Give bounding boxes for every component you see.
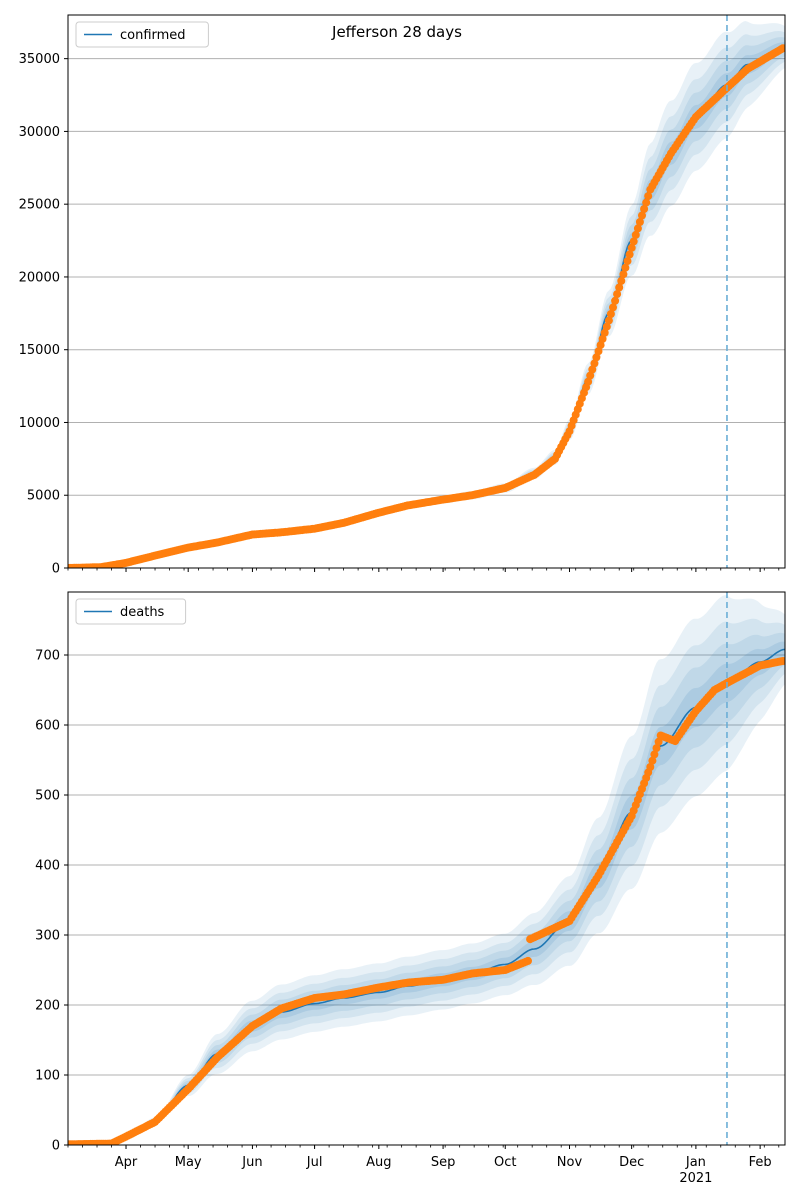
confirmed-panel: 0 5000 10000 15000 20000 25000 30000 35000 confi… bbox=[19, 14, 786, 577]
x-year-label: 2021 bbox=[679, 1171, 712, 1186]
observed-point bbox=[635, 218, 644, 226]
observed-point bbox=[642, 198, 651, 207]
observed-point bbox=[619, 270, 628, 279]
observed-point bbox=[592, 353, 601, 362]
x-tick-label: Apr bbox=[115, 1155, 138, 1170]
confidence-band-2 bbox=[68, 618, 785, 1145]
plot-area bbox=[68, 21, 785, 568]
observed-point bbox=[524, 956, 532, 965]
observed-point bbox=[615, 283, 624, 292]
observed-point bbox=[650, 750, 659, 759]
deaths-panel: 0 100 200 300 400 500 600 700 deaths bbox=[35, 591, 786, 1154]
x-tick-label: May bbox=[175, 1155, 202, 1170]
observed-point bbox=[631, 230, 640, 239]
legend: deaths bbox=[75, 598, 187, 625]
y-tick-label: 0 bbox=[52, 562, 60, 577]
observed-point bbox=[633, 224, 642, 233]
y-tick-label: 300 bbox=[35, 929, 60, 944]
observed-point bbox=[600, 328, 609, 337]
confidence-band-3 bbox=[68, 37, 785, 568]
confidence-band-1 bbox=[68, 21, 785, 568]
observed-point bbox=[778, 44, 785, 53]
observed-point bbox=[609, 303, 617, 312]
legend: confirmed bbox=[75, 21, 209, 48]
x-tick-label: Nov bbox=[557, 1155, 583, 1170]
observed-point bbox=[602, 322, 611, 331]
axes-frame bbox=[67, 591, 786, 1146]
observed-point bbox=[644, 192, 653, 201]
observed-point bbox=[604, 316, 613, 325]
y-tick-label: 400 bbox=[35, 859, 60, 874]
observed-point bbox=[584, 377, 593, 386]
observed-point bbox=[638, 211, 646, 220]
y-tick-label: 700 bbox=[35, 649, 60, 664]
observed-point bbox=[778, 657, 785, 665]
x-tick-label: Sep bbox=[431, 1155, 456, 1170]
x-tick-label: Dec bbox=[619, 1155, 644, 1170]
y-tick-label: 100 bbox=[35, 1069, 60, 1084]
axes-frame bbox=[67, 14, 786, 569]
y-tick-label: 200 bbox=[35, 999, 60, 1014]
y-tick-label: 20000 bbox=[19, 270, 60, 285]
observed-point bbox=[586, 371, 595, 380]
confidence-band-4 bbox=[68, 42, 785, 568]
observed-point bbox=[640, 205, 649, 213]
x-tick-label: Jan bbox=[685, 1155, 706, 1170]
observed-point bbox=[596, 341, 605, 350]
observed-point bbox=[654, 737, 663, 746]
observed-point bbox=[613, 290, 622, 299]
x-tick-label: Oct bbox=[494, 1155, 516, 1170]
y-tick-label: 10000 bbox=[19, 416, 60, 431]
y-tick-label: 30000 bbox=[19, 125, 60, 140]
y-tick-label: 600 bbox=[35, 719, 60, 734]
observed-point bbox=[611, 296, 620, 305]
observed-point bbox=[623, 257, 632, 266]
observed-point bbox=[627, 243, 636, 252]
confidence-band-3 bbox=[68, 632, 785, 1145]
y-tick-label: 15000 bbox=[19, 343, 60, 358]
confidence-band-2 bbox=[68, 31, 785, 568]
x-tick-label: Jun bbox=[241, 1155, 262, 1170]
observed-point bbox=[621, 263, 630, 272]
observed-point bbox=[652, 744, 661, 753]
y-tick-label: 500 bbox=[35, 789, 60, 804]
observed-point bbox=[625, 250, 634, 259]
confidence-band-4 bbox=[68, 641, 785, 1145]
observed-point bbox=[648, 756, 657, 765]
y-tick-label: 35000 bbox=[19, 52, 60, 67]
x-tick-label: Jul bbox=[306, 1155, 323, 1170]
legend-label: deaths bbox=[120, 605, 165, 620]
chart-title: Jefferson 28 days bbox=[331, 23, 462, 41]
observed-points bbox=[68, 44, 785, 568]
observed-point bbox=[598, 334, 607, 343]
observed-point bbox=[588, 365, 597, 374]
observed-point bbox=[606, 310, 615, 318]
y-tick-label: 0 bbox=[52, 1139, 60, 1154]
x-tick-label: Aug bbox=[366, 1155, 391, 1170]
x-axis-tick-labels: Apr May Jun Jul Aug Sep Oct Nov Dec Jan Feb 2021 bbox=[115, 1155, 772, 1186]
observed-point bbox=[590, 359, 599, 368]
legend-box bbox=[75, 21, 209, 48]
observed-point bbox=[646, 763, 655, 771]
confidence-band-1 bbox=[68, 595, 785, 1145]
plot-area bbox=[68, 595, 785, 1145]
y-tick-label: 5000 bbox=[27, 489, 60, 504]
legend-box bbox=[75, 598, 187, 625]
legend-label: confirmed bbox=[120, 28, 186, 43]
y-tick-label: 25000 bbox=[19, 198, 60, 213]
observed-point bbox=[594, 347, 603, 356]
observed-point bbox=[617, 276, 626, 285]
observed-points bbox=[68, 657, 785, 1145]
observed-point bbox=[629, 237, 638, 246]
x-tick-label: Feb bbox=[749, 1155, 772, 1170]
